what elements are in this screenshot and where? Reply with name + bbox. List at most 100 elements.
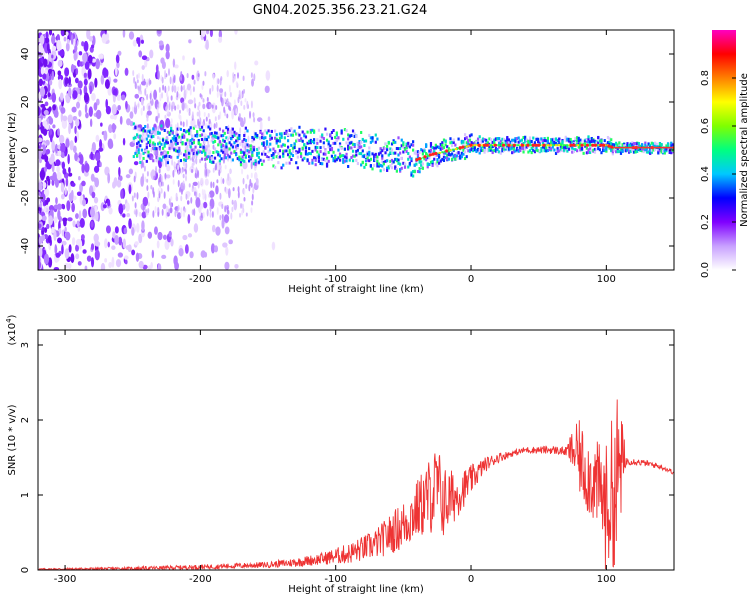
- ridge-cell: [286, 133, 290, 137]
- ridge-cell: [441, 157, 444, 161]
- ridge-cell: [394, 151, 397, 155]
- ridge-cell: [155, 159, 158, 163]
- speckle-cell: [246, 174, 249, 180]
- ridge-cell: [217, 136, 220, 140]
- speckle-cell: [134, 241, 139, 246]
- ridge-cell: [636, 147, 639, 151]
- spectrogram-y-label: Frequency (Hz): [7, 112, 18, 188]
- ridge-cell: [290, 152, 293, 156]
- speckle-cell: [123, 227, 128, 235]
- ridge-peak: [520, 143, 525, 147]
- ridge-cell: [399, 169, 402, 173]
- speckle-cell: [174, 123, 177, 131]
- ridge-cell: [408, 155, 411, 159]
- speckle-cell: [61, 244, 64, 255]
- speckle-cell: [165, 212, 168, 219]
- ridge-cell: [442, 151, 446, 155]
- speckle-cell: [133, 161, 139, 166]
- speckle-cell: [206, 150, 209, 156]
- ridge-cell: [140, 139, 144, 143]
- spectrogram-ridge: [132, 122, 674, 178]
- speckle-cell: [218, 169, 221, 177]
- ridge-cell: [611, 148, 614, 152]
- ridge-cell: [665, 144, 668, 148]
- ridge-cell: [179, 127, 183, 131]
- ridge-cell: [254, 162, 257, 166]
- speckle-cell: [115, 258, 122, 268]
- speckle-cell: [213, 123, 216, 130]
- speckle-cell: [40, 87, 46, 97]
- ridge-cell: [270, 157, 273, 161]
- speckle-cell: [104, 238, 108, 249]
- ridge-cell: [252, 137, 256, 141]
- ridge-cell: [291, 133, 295, 137]
- speckle-cell: [58, 227, 62, 235]
- ridge-core-cell: [563, 144, 566, 147]
- ridge-cell: [488, 145, 491, 149]
- speckle-cell: [112, 94, 116, 103]
- ridge-cell: [139, 160, 142, 164]
- speckle-cell: [90, 44, 95, 49]
- ridge-cell: [533, 148, 537, 152]
- colorbar-tick-label: 0.2: [700, 214, 711, 230]
- ridge-cell: [288, 148, 291, 152]
- ridge-cell: [514, 139, 517, 143]
- ridge-cell: [205, 138, 208, 142]
- speckle-cell: [142, 105, 145, 112]
- ridge-cell: [291, 150, 295, 154]
- ridge-cell: [579, 145, 582, 149]
- ridge-cell: [546, 140, 549, 144]
- ridge-cell: [196, 134, 199, 138]
- speckle-cell: [200, 250, 206, 258]
- ridge-cell: [176, 133, 179, 137]
- speckle-cell: [136, 222, 140, 233]
- ridge-cell: [470, 148, 473, 152]
- ridge-cell: [546, 148, 549, 152]
- speckle-cell: [191, 111, 194, 119]
- ridge-cell: [179, 151, 183, 155]
- ridge-cell: [455, 154, 459, 158]
- ridge-cell: [218, 127, 221, 131]
- ridge-cell: [277, 155, 280, 159]
- ridge-cell: [280, 132, 283, 136]
- ridge-cell: [444, 143, 447, 147]
- ridge-cell: [550, 147, 553, 151]
- speckle-cell: [43, 166, 48, 173]
- ridge-cell: [431, 159, 434, 163]
- ridge-peak: [461, 145, 465, 149]
- speckle-cell: [245, 212, 248, 217]
- speckle-cell: [161, 208, 164, 216]
- ridge-cell: [312, 138, 316, 142]
- speckle-cell: [48, 30, 53, 36]
- ridge-cell: [366, 158, 369, 162]
- y-tick-label: -20: [20, 190, 31, 206]
- x-tick-label: -100: [324, 274, 347, 285]
- ridge-peak: [482, 143, 487, 147]
- speckle-cell: [208, 190, 215, 198]
- ridge-cell: [168, 144, 171, 148]
- speckle-cell: [40, 121, 44, 128]
- ridge-cell: [202, 149, 205, 153]
- ridge-cell: [498, 137, 501, 141]
- ridge-cell: [209, 159, 212, 163]
- speckle-cell: [116, 179, 122, 188]
- ridge-cell: [186, 151, 189, 155]
- speckle-cell: [56, 165, 60, 173]
- ridge-cell: [303, 134, 306, 138]
- ridge-cell: [311, 158, 314, 162]
- ridge-cell: [498, 150, 501, 154]
- speckle-cell: [205, 122, 208, 129]
- ridge-cell: [204, 151, 207, 155]
- y-tick-label: 1: [20, 492, 31, 498]
- speckle-cell: [141, 159, 144, 166]
- speckle-cell: [214, 245, 219, 253]
- ridge-cell: [267, 157, 270, 161]
- ridge-cell: [220, 145, 223, 149]
- speckle-cell: [237, 190, 240, 199]
- ridge-cell: [519, 145, 522, 149]
- ridge-cell: [187, 155, 191, 159]
- ridge-cell: [463, 157, 467, 161]
- ridge-cell: [267, 150, 270, 154]
- ridge-cell: [325, 132, 329, 136]
- ridge-cell: [142, 156, 145, 160]
